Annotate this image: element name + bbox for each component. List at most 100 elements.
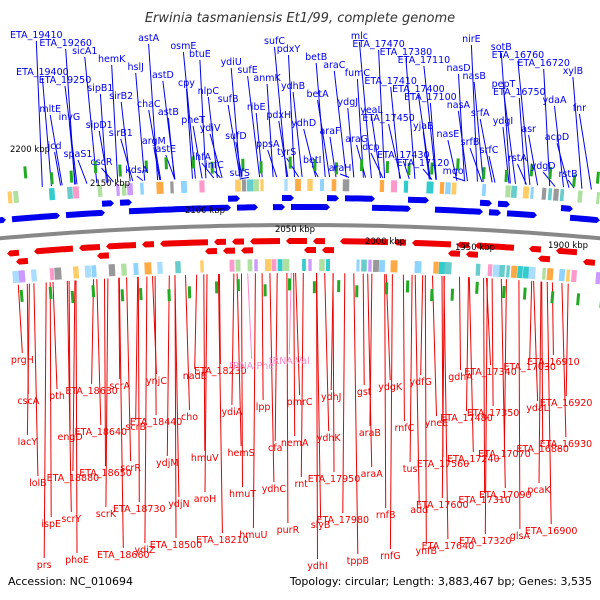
gene-label: ETA_16760 — [492, 50, 545, 61]
gene-label: araG — [345, 134, 368, 145]
gc-marker — [475, 281, 479, 294]
cog-block-reverse — [444, 262, 452, 275]
gene-link-line — [77, 159, 88, 184]
reverse-gene-arrow — [304, 246, 317, 254]
cog-block-reverse — [175, 261, 181, 274]
reverse-gene-arrow — [529, 245, 542, 253]
gene-label: ydgJ — [338, 97, 358, 108]
coordinate-ticks: 2200 kbp 2150 kbp 2100 kbp 2050 kbp 2000 kbp… — [10, 145, 588, 253]
genome-summary: Topology: circular; Length: 3,883,467 bp… — [289, 575, 592, 588]
reverse-gene-arrow — [169, 240, 182, 247]
gc-marker — [259, 161, 263, 174]
gene-link-line — [311, 165, 319, 178]
gene-link-line — [126, 277, 132, 462]
gc-marker — [312, 281, 316, 294]
gene-link-line — [389, 274, 393, 550]
gene-link-line — [443, 276, 449, 540]
gene-link-line — [503, 279, 507, 448]
gene-label: ETA_17410 — [364, 76, 417, 87]
forward-gene-arrow — [560, 205, 573, 212]
gene-link-line — [502, 126, 510, 184]
gc-marker — [384, 282, 389, 295]
gene-label: hemS — [228, 448, 255, 459]
gene-link-line — [518, 280, 521, 530]
gc-marker — [120, 289, 125, 302]
gene-link-line — [278, 120, 289, 178]
gene-label: yjaB — [413, 121, 434, 132]
gc-marker — [337, 280, 341, 293]
gene-label: hmuU — [239, 530, 267, 541]
cog-block-reverse — [378, 259, 386, 273]
cog-block-reverse — [264, 259, 272, 272]
cog-block-forward — [126, 183, 134, 196]
gene-label: ETA_17340 — [464, 367, 517, 378]
gene-link-line — [488, 155, 496, 183]
gene-link-line — [204, 274, 208, 493]
gc-marker — [287, 278, 292, 291]
gene-label: ydhC — [262, 484, 287, 495]
cog-block-forward — [595, 191, 600, 205]
gene-label: ETA_17320 — [459, 536, 512, 547]
forward-gene-arrow — [272, 204, 285, 211]
gc-marker — [263, 284, 267, 297]
gene-link-line — [300, 272, 304, 478]
reverse-gene-arrow — [358, 238, 371, 245]
gene-label: ydfG — [410, 377, 432, 388]
cog-block-reverse — [414, 260, 422, 274]
gene-link-line — [554, 105, 564, 188]
gene-link-line — [422, 168, 433, 180]
gene-link-line — [217, 273, 223, 534]
gene-label: ppsA — [256, 139, 280, 150]
gene-link-line — [227, 104, 241, 178]
gene-link-line — [402, 160, 410, 179]
gene-link-line — [572, 76, 583, 189]
gene-link-line — [541, 281, 544, 443]
gene-label: mlc — [351, 31, 368, 42]
forward-gene-arrow — [218, 204, 231, 211]
cog-block-forward — [379, 179, 385, 193]
gene-link-line — [72, 280, 76, 472]
gene-label: lolB — [29, 478, 47, 489]
gene-label: sicA1 — [72, 46, 97, 57]
cog-block-forward — [295, 179, 301, 191]
reverse-gene-arrow — [187, 239, 200, 246]
reverse-gene-arrow — [484, 243, 497, 250]
cog-block-forward — [559, 188, 565, 202]
reverse-gene-arrow — [322, 247, 335, 254]
gc-marker — [70, 290, 75, 304]
gene-label: anmK — [253, 73, 281, 84]
forward-gene-arrow — [47, 212, 60, 220]
forward-gene-arrow — [479, 199, 492, 207]
gc-marker — [23, 166, 28, 179]
gene-link-line — [167, 117, 175, 180]
cog-block-forward — [547, 188, 553, 201]
gene-link-line — [528, 134, 539, 186]
gene-link-line — [144, 276, 148, 544]
gene-link-line — [54, 151, 62, 186]
forward-gene-arrow — [398, 205, 411, 212]
gene-label: tyrS — [277, 147, 296, 158]
gene-label: fumC — [345, 68, 371, 79]
gene-link-line — [105, 278, 109, 508]
gene-link-line — [317, 99, 331, 178]
cog-block-reverse — [319, 259, 325, 272]
gc-marker — [572, 174, 577, 187]
gene-link-line — [26, 283, 30, 436]
cog-block-reverse — [433, 261, 439, 274]
cog-block-reverse — [308, 258, 312, 272]
gene-label: hemK — [98, 54, 126, 65]
gene-link-line — [409, 274, 413, 463]
gene-link-line — [402, 274, 405, 422]
gene-link-line — [518, 97, 526, 185]
gene-label: chaC — [137, 99, 161, 110]
gene-label: ETA_16880 — [516, 444, 569, 455]
gene-label: nasB — [463, 71, 486, 82]
gene-label: scrB — [125, 422, 146, 433]
gene-label: fnr — [573, 103, 586, 114]
gc-marker — [191, 156, 196, 169]
forward-gene-arrow — [281, 194, 294, 202]
accession-label: Accession: NC_010694 — [8, 575, 134, 588]
reverse-gene-arrow — [313, 238, 326, 245]
gene-label: icd — [48, 141, 62, 152]
cog-block-reverse — [595, 271, 600, 285]
